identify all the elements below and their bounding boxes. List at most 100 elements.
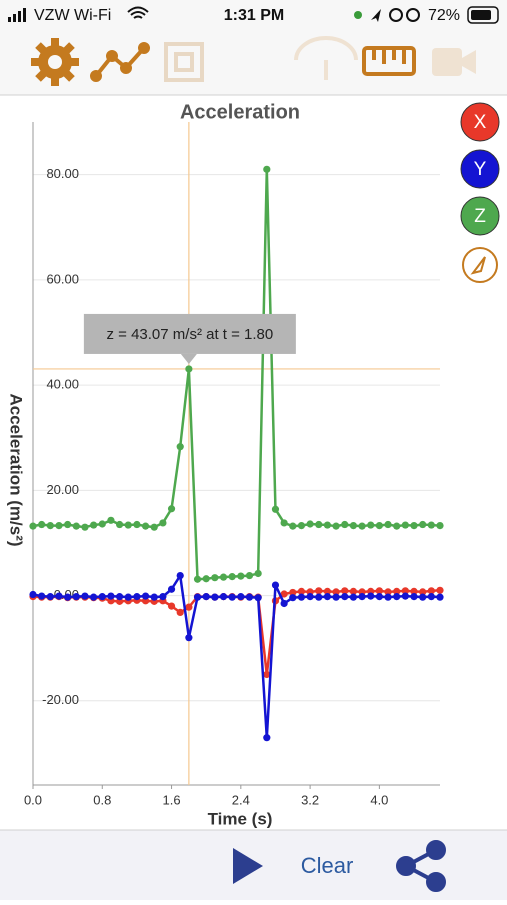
data-point [254,569,262,578]
data-point [263,165,271,173]
legend-label[interactable]: Y [474,159,487,180]
data-point [55,521,63,530]
data-point [263,734,271,742]
legend-label[interactable]: X [474,112,487,133]
data-point [384,520,392,529]
data-point [185,603,193,611]
data-point [29,590,37,599]
data-point [64,520,72,529]
data-point [245,571,254,580]
legend-button[interactable] [460,196,500,236]
data-point [375,521,383,530]
chart-title: Acceleration [180,101,300,123]
battery-text: 72% [428,7,460,24]
data-point [341,587,349,595]
data-point [289,594,297,602]
legend-label[interactable]: Z [474,206,486,227]
battery [467,6,499,24]
data-point [72,522,80,530]
x-axis-label: Time (s) [208,809,273,828]
tooltip-box [83,313,296,354]
gauge-button[interactable] [294,36,358,80]
data-point [349,521,358,530]
data-point [393,587,401,595]
y-tick-label: 20.00 [46,482,79,497]
data-point [263,670,271,679]
compass-button[interactable] [462,247,498,283]
legend-button[interactable] [460,102,500,142]
data-point [332,593,340,601]
data-point [349,587,358,595]
x-tick-label: 0.0 [24,792,42,807]
data-point [150,593,158,601]
data-point [64,593,72,601]
data-point [315,587,323,595]
play-button[interactable] [233,848,263,884]
clock: 1:31 PM [224,7,284,24]
data-point [46,521,54,530]
share-button[interactable] [396,840,446,892]
tooltip-pointer [180,353,197,364]
data-point [167,585,176,593]
data-point [297,521,306,530]
data-point [211,574,219,582]
y-tick-label: -20.00 [42,692,79,707]
data-point [401,592,409,600]
data-point [38,520,46,529]
data-point [358,593,366,601]
data-point [289,522,297,530]
data-point [72,593,80,601]
data-point [107,516,115,524]
clear-button[interactable]: Clear [301,853,354,878]
chip-button[interactable] [164,42,204,82]
x-tick-label: 1.6 [163,792,181,807]
x-tick-label: 0.8 [93,792,111,807]
lock-icon [406,8,420,22]
data-point [90,593,98,601]
data-point [410,593,418,601]
y-tick-label: 40.00 [46,377,79,392]
data-point [341,520,349,529]
data-point [410,521,418,530]
data-point [341,593,349,601]
data-point [280,599,288,608]
data-point [150,523,158,531]
carrier: VZW Wi-Fi [34,7,111,24]
data-point [167,505,176,513]
data-point [202,593,210,601]
data-point [297,593,306,601]
data-point [315,593,323,601]
data-point [332,522,340,530]
data-point [323,521,332,529]
data-point [185,634,193,642]
data-point [55,592,63,600]
video-button[interactable] [432,48,476,76]
location-icon [371,9,381,22]
graph-button[interactable] [90,42,150,82]
ruler-button[interactable] [362,46,416,76]
data-point [349,593,358,601]
data-point [219,593,228,601]
series-line [32,168,441,581]
y-tick-label: 80.00 [46,166,79,181]
data-point [219,573,228,581]
data-point [237,593,245,601]
data-point [315,520,323,529]
dot [354,11,362,19]
settings-button[interactable] [31,38,79,86]
data-point [133,593,141,601]
data-point [185,365,193,373]
data-point [393,522,401,530]
data-point [115,520,124,529]
data-point [384,593,392,601]
legend-button[interactable] [460,149,500,189]
data-point [193,593,202,601]
top-area [0,0,507,95]
data-point [107,592,115,600]
data-point [271,505,280,513]
data-point [90,521,98,529]
data-point [375,593,383,601]
data-point [98,520,106,528]
data-point [401,587,409,595]
